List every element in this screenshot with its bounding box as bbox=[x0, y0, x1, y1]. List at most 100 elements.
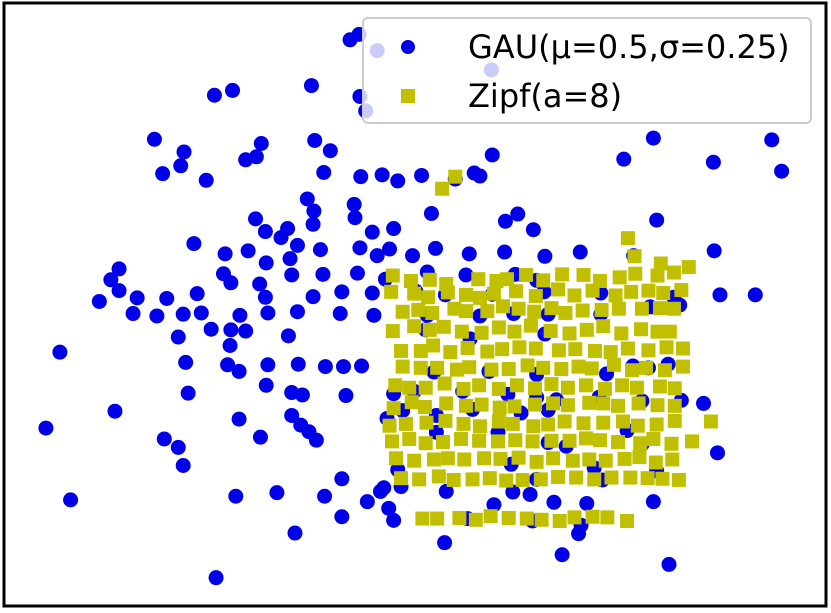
zipf-point bbox=[411, 302, 426, 317]
zipf-point bbox=[558, 305, 573, 320]
zipf-point bbox=[418, 380, 433, 395]
gau-point bbox=[284, 407, 300, 423]
zipf-point bbox=[620, 231, 635, 246]
zipf-point bbox=[495, 299, 510, 314]
zipf-point bbox=[407, 453, 422, 468]
gau-point bbox=[203, 321, 219, 337]
zipf-point bbox=[398, 416, 413, 431]
zipf-point bbox=[578, 431, 593, 446]
zipf-point bbox=[480, 344, 495, 359]
gau-point bbox=[129, 290, 145, 306]
zipf-point bbox=[526, 419, 541, 434]
gau-point bbox=[332, 306, 348, 322]
gau-point bbox=[193, 305, 209, 321]
gau-point bbox=[359, 494, 375, 510]
zipf-point bbox=[571, 359, 586, 374]
zipf-point bbox=[578, 378, 593, 393]
zipf-point bbox=[585, 283, 600, 298]
gau-point bbox=[206, 87, 222, 103]
zipf-point bbox=[640, 471, 655, 486]
gau-point bbox=[505, 484, 521, 500]
zipf-point bbox=[495, 342, 510, 357]
zipf-point bbox=[649, 417, 664, 432]
zipf-point bbox=[608, 288, 623, 303]
gau-point bbox=[369, 248, 385, 264]
zipf-point bbox=[454, 324, 469, 339]
zipf-point bbox=[667, 413, 682, 428]
gau-point bbox=[231, 363, 247, 379]
zipf-point bbox=[452, 510, 467, 525]
zipf-point bbox=[565, 453, 580, 468]
zipf-point bbox=[472, 433, 487, 448]
zipf-point bbox=[443, 345, 458, 360]
gau-point bbox=[334, 509, 350, 525]
gau-point bbox=[352, 240, 368, 256]
zipf-point bbox=[407, 286, 422, 301]
zipf-point bbox=[533, 472, 548, 487]
gau-point bbox=[705, 154, 721, 170]
gau-point bbox=[287, 525, 303, 541]
gau-point bbox=[303, 78, 319, 94]
zipf-point bbox=[634, 322, 649, 337]
zipf-point bbox=[675, 359, 690, 374]
gau-point bbox=[91, 293, 107, 309]
gau-point bbox=[349, 265, 365, 281]
zipf-point bbox=[544, 433, 559, 448]
gau-point bbox=[645, 494, 661, 510]
gau-point bbox=[390, 173, 406, 189]
zipf-point bbox=[596, 415, 611, 430]
zipf-point bbox=[588, 343, 603, 358]
zipf-point bbox=[492, 400, 507, 415]
gau-point bbox=[260, 357, 276, 373]
gau-point bbox=[317, 488, 333, 504]
gau-point bbox=[437, 535, 453, 551]
gau-point bbox=[712, 287, 728, 303]
zipf-point bbox=[627, 249, 642, 264]
zipf-point bbox=[484, 362, 499, 377]
zipf-point bbox=[394, 471, 409, 486]
zipf-point bbox=[666, 265, 681, 280]
gau-point bbox=[232, 307, 248, 323]
gau-point bbox=[258, 377, 274, 393]
zipf-point bbox=[422, 272, 437, 287]
gau-point bbox=[176, 144, 192, 160]
legend-label-gau: GAU(μ=0.5,σ=0.25) bbox=[468, 28, 790, 66]
gau-point bbox=[238, 152, 254, 168]
zipf-point bbox=[385, 268, 400, 283]
zipf-point bbox=[648, 455, 663, 470]
zipf-point bbox=[560, 380, 575, 395]
zipf-point bbox=[611, 301, 626, 316]
zipf-point bbox=[460, 340, 475, 355]
zipf-point bbox=[575, 303, 590, 318]
gau-point bbox=[382, 241, 398, 257]
zipf-point bbox=[567, 288, 582, 303]
zipf-point bbox=[667, 398, 682, 413]
gau-point bbox=[290, 356, 306, 372]
gau-point bbox=[645, 130, 661, 146]
gau-point bbox=[222, 338, 238, 354]
gau-point bbox=[522, 486, 538, 502]
zipf-point bbox=[606, 357, 621, 372]
zipf-point bbox=[624, 284, 639, 299]
gau-point bbox=[248, 211, 264, 227]
zipf-point bbox=[446, 472, 461, 487]
zipf-point bbox=[456, 416, 471, 431]
zipf-point bbox=[505, 416, 520, 431]
gau-point bbox=[305, 216, 321, 232]
zipf-point bbox=[519, 511, 534, 526]
zipf-point bbox=[483, 509, 498, 524]
zipf-point bbox=[544, 377, 559, 392]
zipf-point bbox=[620, 341, 635, 356]
gau-point bbox=[208, 570, 224, 586]
gau-point bbox=[299, 191, 315, 207]
zipf-point bbox=[674, 283, 689, 298]
zipf-point bbox=[600, 510, 615, 525]
zipf-point bbox=[413, 343, 428, 358]
zipf-point bbox=[458, 398, 473, 413]
gau-point bbox=[260, 305, 276, 321]
zipf-point bbox=[554, 362, 569, 377]
zipf-point bbox=[480, 304, 495, 319]
zipf-point bbox=[382, 418, 397, 433]
zipf-point bbox=[625, 363, 640, 378]
zipf-point bbox=[665, 452, 680, 467]
